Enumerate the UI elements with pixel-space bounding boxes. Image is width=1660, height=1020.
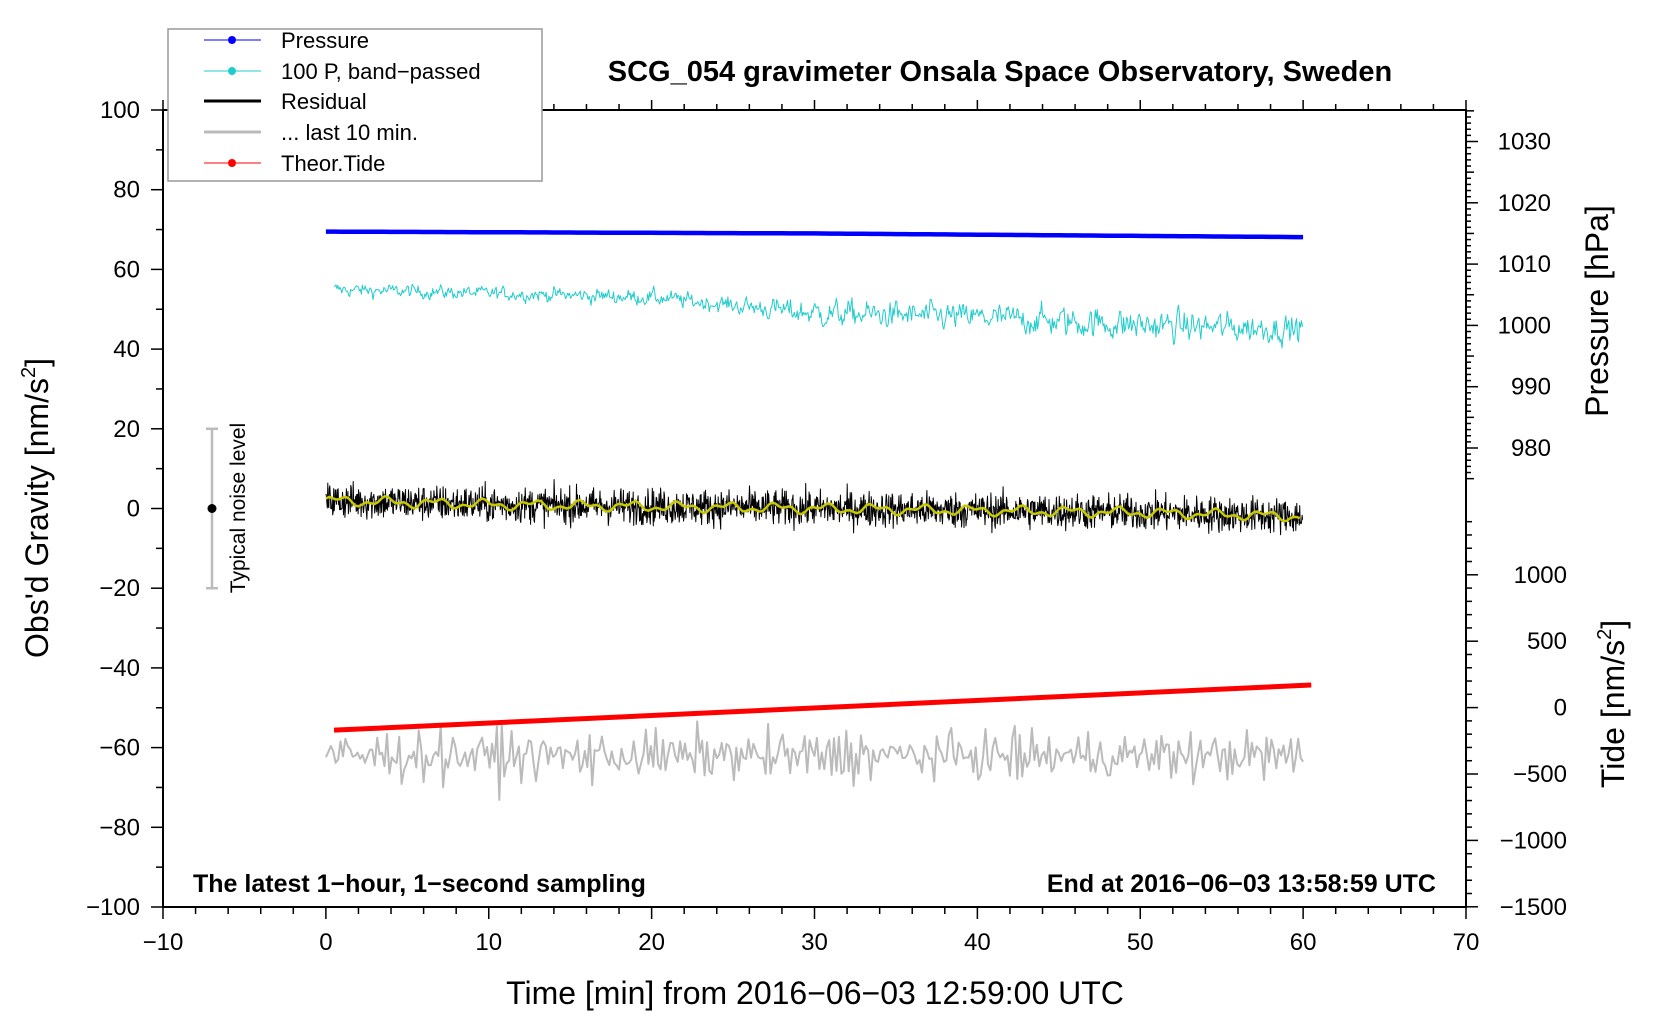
axis-tick-labels: −10 0 10 20 30 40 50 60 70100806040200−20−40−60−…: [86, 97, 1567, 956]
tide-tick-label: −500: [1513, 761, 1567, 788]
y-axis-title-tide-sup: 2: [1594, 629, 1616, 640]
legend-label: Residual: [281, 89, 367, 114]
series-theoretical-tide: [333, 682, 1312, 733]
legend-dot-icon: [228, 36, 236, 44]
legend-entry: Residual: [204, 89, 367, 114]
pressure-tick-label: 1030: [1498, 129, 1551, 156]
x-tick-label: −10: [143, 929, 184, 956]
x-tick-label: 70: [1453, 929, 1480, 956]
y-axis-title-pressure: Pressure [hPa]: [1579, 205, 1615, 417]
y-axis-title-tide-main: Tide [nm/s: [1595, 640, 1631, 788]
x-tick-label: 40: [964, 929, 991, 956]
tide-tick-label: −1500: [1500, 894, 1567, 921]
legend-entry: Theor.Tide: [204, 151, 385, 176]
pressure-tick-label: 980: [1511, 435, 1551, 462]
legend-dot-icon: [228, 67, 236, 75]
x-tick-label: 0: [319, 929, 332, 956]
tide-tick-label: 500: [1527, 628, 1567, 655]
pressure-tick-label: 1020: [1498, 190, 1551, 217]
series-band-passed-pressure: [333, 283, 1303, 349]
series-last-10-min: [324, 720, 1304, 801]
y-axis-title-left-end: ]: [19, 358, 55, 367]
x-axis-title: Time [min] from 2016−06−03 12:59:00 UTC: [506, 975, 1124, 1011]
x-tick-label: 30: [801, 929, 828, 956]
tide-tick-label: 0: [1554, 695, 1567, 722]
series-residual-smoothed: [325, 495, 1301, 523]
x-tick-label: 20: [638, 929, 665, 956]
y-tick-label: −60: [99, 735, 140, 762]
y-tick-label: −100: [86, 894, 140, 921]
series-pressure: [325, 229, 1304, 240]
legend-label: 100 P, band−passed: [281, 59, 481, 84]
series-group: [324, 229, 1312, 801]
annotation-right: End at 2016−06−03 13:58:59 UTC: [1047, 870, 1436, 898]
y-tick-label: 40: [113, 336, 140, 363]
legend-label: Pressure: [281, 28, 369, 53]
tide-tick-label: −1000: [1500, 827, 1567, 854]
y-axis-title-tide-end: ]: [1595, 620, 1631, 629]
legend-label: ... last 10 min.: [281, 120, 418, 145]
tide-tick-label: 1000: [1514, 562, 1567, 589]
pressure-tick-label: 990: [1511, 374, 1551, 401]
noise-level-label: Typical noise level: [227, 423, 250, 593]
y-axis-title-left-sup: 2: [18, 367, 40, 378]
noise-level-dot: [207, 504, 217, 513]
y-tick-label: 100: [100, 97, 140, 124]
x-tick-label: 10: [475, 929, 502, 956]
legend-entry: 100 P, band−passed: [204, 59, 481, 84]
legend-label: Theor.Tide: [281, 151, 385, 176]
y-tick-label: 60: [113, 256, 140, 283]
y-tick-label: 0: [127, 496, 140, 523]
x-tick-label: 50: [1127, 929, 1154, 956]
legend-box: [167, 28, 543, 182]
legend: Pressure 100 P, band−passed Residual ... la…: [167, 28, 543, 182]
series-residual: [325, 479, 1304, 536]
y-tick-label: −80: [99, 814, 140, 841]
y-tick-label: 20: [113, 416, 140, 443]
legend-entry: Pressure: [204, 28, 369, 53]
noise-level-indicator: Typical noise level: [206, 423, 250, 593]
y-axis-title-tide: Tide [nm/s2]: [1594, 620, 1631, 788]
pressure-tick-label: 1000: [1498, 312, 1551, 339]
y-tick-label: −40: [99, 655, 140, 682]
plot-frame: [162, 109, 1467, 908]
chart-title: SCG_054 gravimeter Onsala Space Observat…: [608, 56, 1392, 88]
pressure-tick-label: 1010: [1498, 251, 1551, 278]
y-axis-title-left: Obs'd Gravity [nm/s2]: [18, 358, 55, 658]
annotation-left: The latest 1−hour, 1−second sampling: [193, 870, 646, 898]
y-axis-title-left-main: Obs'd Gravity [nm/s: [19, 378, 55, 658]
x-tick-label: 60: [1290, 929, 1317, 956]
legend-dot-icon: [228, 159, 236, 167]
y-tick-label: −20: [99, 575, 140, 602]
legend-entry: ... last 10 min.: [204, 120, 418, 145]
y-tick-label: 80: [113, 177, 140, 204]
